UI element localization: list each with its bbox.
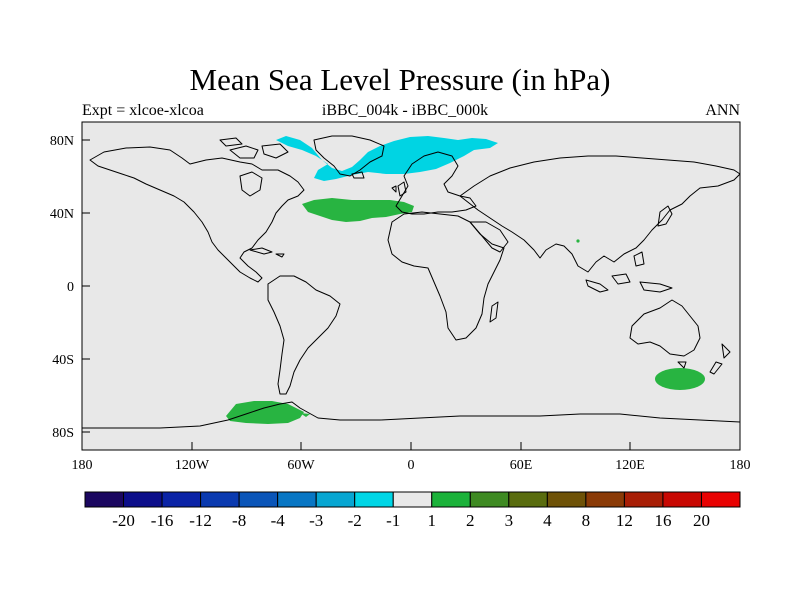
colorbar-labels: -20 -16 -12 -8 -4 -3 -2 -1 1 2 3 4 8 12 16 20	[112, 511, 710, 530]
coast-japan	[657, 205, 673, 227]
lat-label-80s: 80S	[52, 426, 74, 441]
colorbar-label-3: -8	[232, 511, 246, 530]
antarctic-high-anomaly-small	[300, 413, 310, 417]
coastlines	[82, 135, 741, 429]
colorbar	[84, 491, 741, 508]
coast-south-america	[267, 275, 341, 395]
colorbar-label-13: 12	[616, 511, 633, 530]
lat-label-80n: 80N	[50, 134, 74, 149]
latitude-labels: 80N 40N 0 40S 80S	[50, 134, 74, 441]
colorbar-swatch-10	[469, 491, 510, 508]
lat-label-40n: 40N	[50, 207, 74, 222]
coast-new-zealand	[709, 343, 731, 375]
lat-label-0: 0	[67, 280, 74, 295]
coast-british-isles	[351, 171, 407, 197]
axis-ticks	[81, 139, 741, 450]
coast-north-america	[89, 146, 305, 283]
colorbar-label-7: -1	[386, 511, 400, 530]
coast-hudson-bay	[239, 171, 263, 197]
coast-arctic-islands	[219, 137, 289, 159]
colorbar-label-8: 1	[428, 511, 437, 530]
colorbar-swatch-16	[700, 491, 741, 508]
colorbar-swatch-14	[623, 491, 664, 508]
lon-label-60e: 60E	[510, 458, 533, 473]
colorbar-label-11: 4	[543, 511, 552, 530]
coast-asia	[459, 155, 741, 273]
experiment-label: Expt = xlcoe-xlcoa	[82, 102, 204, 119]
coast-indonesia	[585, 251, 673, 293]
season-label: ANN	[705, 102, 740, 119]
colorbar-label-4: -4	[271, 511, 286, 530]
colorbar-label-1: -16	[151, 511, 174, 530]
southern-ocean-high-anomaly	[655, 368, 705, 390]
colorbar-swatch-6	[315, 491, 356, 508]
colorbar-swatch-0	[84, 491, 125, 508]
colorbar-swatch-11	[508, 491, 548, 508]
lon-label-0: 0	[408, 458, 415, 473]
longitude-labels: 180 120W 60W 0 60E 120E 180	[72, 458, 751, 473]
arctic-low-anomaly	[276, 136, 498, 181]
small-positive-anomaly	[576, 239, 580, 243]
lat-label-40s: 40S	[52, 353, 74, 368]
colorbar-swatch-5	[277, 491, 317, 508]
colorbar-label-10: 3	[505, 511, 514, 530]
colorbar-swatch-7	[354, 491, 394, 508]
colorbar-swatch-4	[238, 491, 279, 508]
plot-title: Mean Sea Level Pressure (in hPa)	[189, 62, 611, 97]
colorbar-swatch-13	[585, 491, 625, 508]
colorbar-swatch-9	[431, 491, 471, 508]
colorbar-label-9: 2	[466, 511, 475, 530]
colorbar-swatch-8	[392, 491, 433, 508]
lon-label-180e: 180	[730, 458, 751, 473]
colorbar-label-0: -20	[112, 511, 135, 530]
lon-label-120e: 120E	[615, 458, 645, 473]
colorbar-swatch-15	[662, 491, 702, 508]
coast-antarctica	[82, 401, 741, 429]
coast-africa	[387, 211, 505, 341]
colorbar-label-2: -12	[189, 511, 212, 530]
colorbar-label-6: -2	[348, 511, 362, 530]
lon-label-180w: 180	[72, 458, 93, 473]
lon-label-60w: 60W	[287, 458, 315, 473]
colorbar-swatch-12	[546, 491, 587, 508]
coast-greenland	[313, 135, 385, 177]
colorbar-label-5: -3	[309, 511, 323, 530]
colorbar-swatch-2	[161, 491, 202, 508]
colorbar-label-14: 16	[654, 511, 671, 530]
anomaly-layer	[226, 136, 705, 424]
north-atlantic-high-anomaly	[302, 198, 414, 222]
lon-label-120w: 120W	[175, 458, 210, 473]
coast-arabia	[469, 221, 509, 253]
coast-caribbean	[249, 247, 285, 258]
antarctic-high-anomaly	[226, 401, 304, 424]
colorbar-label-12: 8	[582, 511, 591, 530]
colorbar-swatch-3	[200, 491, 240, 508]
colorbar-swatch-1	[123, 491, 163, 508]
coast-tasmania	[677, 361, 687, 369]
coast-australia	[629, 299, 701, 357]
colorbar-label-15: 20	[693, 511, 710, 530]
coast-madagascar	[489, 301, 499, 323]
comparison-label: iBBC_004k - iBBC_000k	[321, 102, 489, 119]
